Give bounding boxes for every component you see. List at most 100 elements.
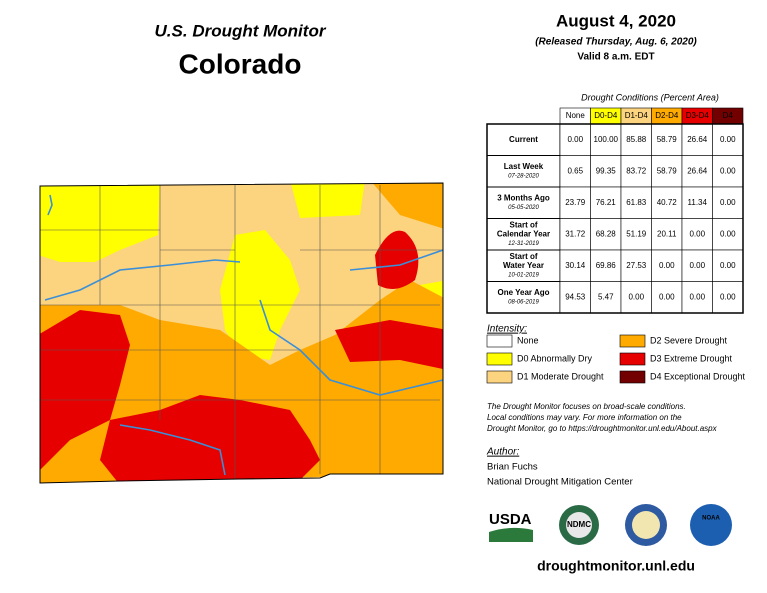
value-cell	[651, 155, 683, 188]
value-cell	[590, 155, 622, 188]
table-value: 40.72	[657, 198, 678, 207]
value-cell	[712, 123, 744, 156]
legend-swatch	[619, 370, 646, 384]
note: The Drought Monitor focuses on broad-sca…	[487, 402, 718, 433]
author-org: National Drought Mitigation Center	[487, 477, 633, 488]
note-line: Local conditions may vary. For more info…	[487, 413, 682, 422]
table-value: 94.53	[565, 292, 586, 301]
d0-area	[40, 183, 160, 262]
ndmc-logo: NDMC	[559, 505, 599, 545]
value-cell	[681, 249, 713, 282]
d3-area	[100, 395, 320, 483]
logo-shape	[566, 512, 592, 538]
logo-text: NOAA	[702, 516, 720, 522]
value-cell	[651, 186, 683, 219]
table-value: 58.79	[657, 135, 678, 144]
author-title: Author:	[486, 447, 519, 458]
table-value: 11.34	[688, 198, 708, 207]
value-cell	[681, 123, 713, 156]
usda-logo: USDA	[489, 511, 533, 542]
row-date: 12-31-2019	[508, 241, 539, 247]
value-cell	[620, 186, 652, 219]
table-caption: Drought Conditions (Percent Area)	[581, 92, 719, 102]
table-value: 0.00	[720, 229, 736, 238]
legend-label: D0 Abnormally Dry	[517, 353, 593, 363]
release-date: (Released Thursday, Aug. 6, 2020)	[535, 37, 697, 48]
legend-swatch	[619, 352, 646, 366]
table-value: 23.79	[565, 198, 586, 207]
row-label: Water Year	[503, 261, 544, 270]
table-value: 100.00	[594, 135, 619, 144]
table-value: 85.88	[626, 135, 647, 144]
table-value: 99.35	[596, 166, 617, 175]
value-cell	[712, 218, 744, 251]
column-header: D1-D4	[625, 111, 649, 120]
table-value: 0.00	[689, 229, 705, 238]
table-value: 5.47	[598, 292, 614, 301]
row-label: Start of	[510, 220, 538, 229]
row-date: 08-06-2019	[508, 299, 539, 305]
value-cell	[620, 249, 652, 282]
table-value: 61.83	[626, 198, 647, 207]
map-date: August 4, 2020	[556, 11, 676, 30]
table-value: 0.00	[659, 261, 675, 270]
value-cell	[681, 186, 713, 219]
table-value: 0.00	[567, 135, 583, 144]
legend-label: D2 Severe Drought	[650, 335, 728, 345]
column-header: None	[566, 111, 586, 120]
value-cell	[559, 155, 591, 188]
column-header: D3-D4	[686, 111, 710, 120]
column-header: D0-D4	[594, 111, 618, 120]
d2-area	[370, 183, 443, 230]
value-cell	[681, 218, 713, 251]
table-border	[486, 123, 744, 314]
legend-label: None	[517, 335, 539, 345]
legend: None D0 Abnormally Dry D1 Moderate Drought…	[486, 334, 746, 384]
legend-swatch	[486, 370, 513, 384]
column-header: D4	[723, 111, 734, 120]
state-outline	[39, 182, 444, 484]
table-value: 58.79	[657, 166, 678, 175]
table-value: 0.00	[689, 292, 705, 301]
row-label: Start of	[510, 252, 538, 261]
table-value: 27.53	[626, 261, 647, 270]
note-line: Drought Monitor, go to https://droughtmo…	[487, 424, 718, 433]
drought-map	[40, 183, 443, 483]
row-date: 10-01-2019	[508, 272, 539, 278]
table-value: 0.00	[720, 135, 736, 144]
logo-text: NDMC	[567, 520, 591, 529]
table-value: 0.00	[659, 292, 675, 301]
value-cell	[620, 123, 652, 156]
legend-label: D3 Extreme Drought	[650, 353, 733, 363]
value-cell	[712, 155, 744, 188]
legend-label: D4 Exceptional Drought	[650, 371, 746, 381]
value-cell	[681, 281, 713, 314]
valid-time: Valid 8 a.m. EDT	[577, 52, 654, 63]
row-label-cell	[486, 281, 561, 314]
author-name: Brian Fuchs	[487, 462, 538, 473]
doc-logo	[632, 511, 660, 539]
table-value: 51.19	[626, 229, 647, 238]
legend-swatch	[486, 334, 513, 348]
table-value: 26.64	[687, 166, 708, 175]
d3-area	[335, 320, 443, 370]
value-cell	[712, 249, 744, 282]
logo-shape	[489, 527, 533, 542]
row-label-cell	[486, 218, 561, 251]
value-cell	[712, 186, 744, 219]
table-value: 31.72	[565, 229, 586, 238]
table-value: 76.21	[596, 198, 617, 207]
table-value: 0.00	[720, 198, 736, 207]
table-value: 26.64	[687, 135, 708, 144]
table-value: 0.00	[720, 292, 736, 301]
column-header: D2-D4	[655, 111, 679, 120]
legend-title: Intensity:	[487, 324, 527, 335]
state-name: Colorado	[179, 48, 302, 79]
row-label-cell	[486, 155, 561, 188]
row-label: 3 Months Ago	[497, 193, 550, 202]
value-cell	[712, 281, 744, 314]
row-date: 07-28-2020	[508, 173, 539, 179]
legend-swatch	[486, 352, 513, 366]
table: None D0-D4 D1-D4 D2-D4 D3-D4 D4 Current 0.00 100…	[486, 107, 744, 314]
row-label: One Year Ago	[497, 288, 549, 297]
